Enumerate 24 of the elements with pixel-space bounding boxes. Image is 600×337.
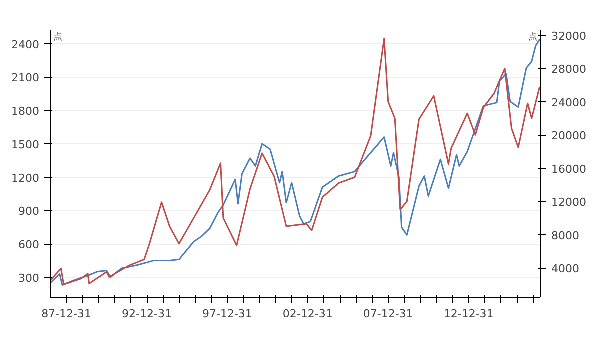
y2-tick-label: 8000: [552, 229, 580, 242]
x-tick-label: 92-12-31: [122, 308, 172, 320]
y-tick-label: 1800: [12, 105, 40, 118]
y-axis-title: 点: [54, 32, 62, 42]
y2-tick-label: 20000: [552, 130, 586, 143]
y2-tick-label: 12000: [552, 196, 586, 210]
x-tick-label: 12-12-31: [444, 308, 494, 320]
y-tick-label: 1500: [12, 138, 40, 152]
y-tick-label: 300: [18, 272, 40, 285]
y2-tick-label: 32000: [552, 30, 586, 43]
y-tick-label: 2400: [12, 38, 40, 52]
y-tick-label: 600: [18, 238, 40, 252]
y-tick-label: 1200: [12, 172, 40, 185]
x-tick-label: 02-12-31: [282, 308, 333, 320]
x-tick-label: 97-12-31: [202, 308, 252, 320]
y2-tick-label: 16000: [552, 162, 586, 176]
y2-axis-title: 点: [528, 32, 538, 42]
y2-tick-label: 4000: [552, 262, 580, 276]
y2-tick-label: 24000: [552, 96, 586, 110]
y2-tick-label: 28000: [552, 63, 586, 76]
y-tick-label: 900: [18, 205, 40, 218]
y-tick-label: 2100: [12, 72, 40, 85]
x-tick-label: 87-12-31: [42, 308, 92, 320]
x-tick-label: 07-12-31: [363, 308, 414, 320]
